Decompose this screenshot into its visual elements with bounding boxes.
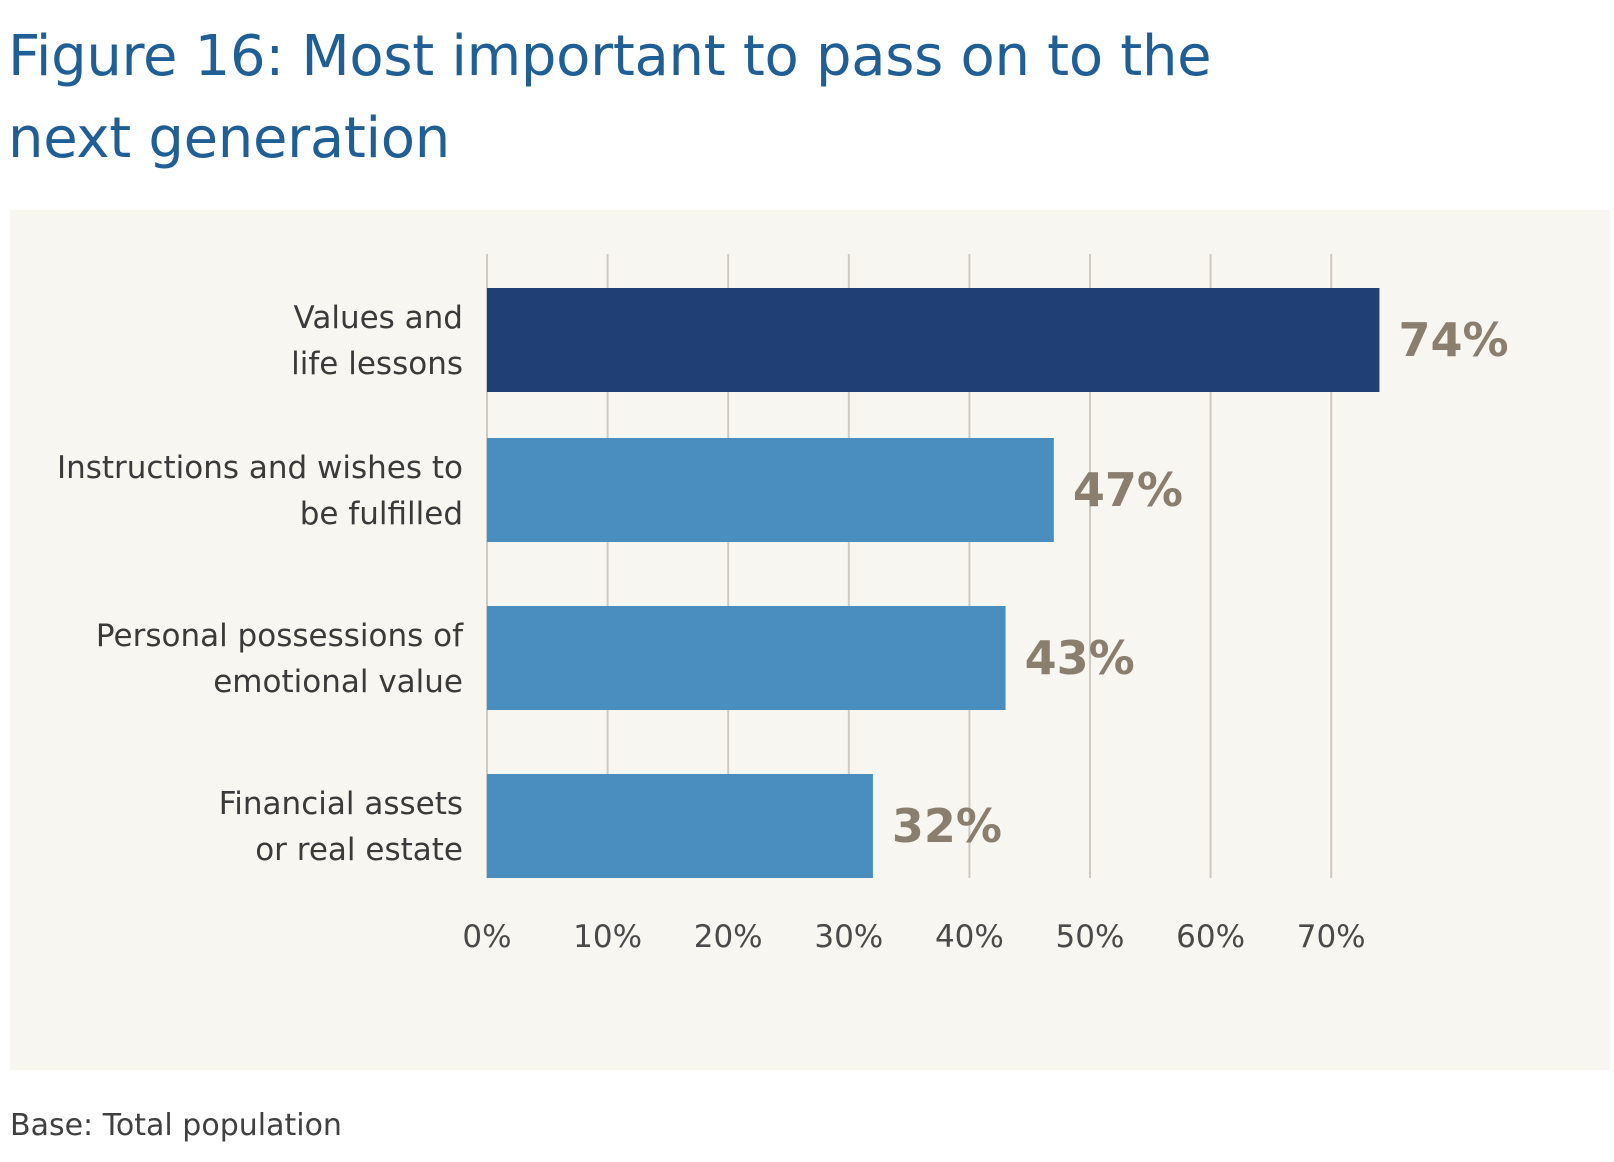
category-label-2-line-2: be fulfilled	[300, 496, 463, 532]
bars	[487, 288, 1380, 878]
bar-4	[487, 774, 873, 878]
x-tick-label-10: 10%	[573, 919, 642, 955]
category-label-1-line-1: Values and	[294, 300, 463, 336]
category-label-4-line-1: Financial assets	[219, 786, 463, 822]
chart-panel: Values and life lessons Instructions and w…	[10, 210, 1610, 1070]
value-label-2: 47%	[1073, 463, 1183, 517]
bar-1	[487, 288, 1380, 392]
bar-2	[487, 438, 1054, 542]
value-label-3: 43%	[1025, 631, 1135, 685]
chart-title-line-1: Figure 16: Most important to pass on to …	[8, 24, 1212, 89]
x-tick-label-70: 70%	[1297, 919, 1366, 955]
value-label-1: 74%	[1398, 313, 1508, 367]
base-footnote: Base: Total population	[10, 1108, 342, 1143]
x-tick-label-40: 40%	[935, 919, 1004, 955]
category-label-4-line-2: or real estate	[255, 832, 463, 868]
chart-title-line-2: next generation	[8, 106, 450, 171]
category-label-2-line-1: Instructions and wishes to	[57, 450, 463, 486]
chart-title: Figure 16: Most important to pass on to …	[8, 16, 1408, 180]
bar-3	[487, 606, 1006, 710]
x-tick-label-30: 30%	[814, 919, 883, 955]
value-label-4: 32%	[892, 799, 1002, 853]
category-label-3-line-2: emotional value	[213, 664, 463, 700]
x-tick-label-0: 0%	[462, 919, 511, 955]
category-labels: Values and life lessons Instructions and w…	[57, 300, 464, 868]
x-axis-tick-labels: 0% 10% 20% 30% 40% 50% 60% 70%	[462, 919, 1365, 955]
bar-chart: Values and life lessons Instructions and w…	[57, 254, 1509, 955]
value-labels: 74% 47% 43% 32%	[892, 313, 1509, 853]
x-tick-label-60: 60%	[1176, 919, 1245, 955]
x-tick-label-50: 50%	[1056, 919, 1125, 955]
x-tick-label-20: 20%	[694, 919, 763, 955]
category-label-1-line-2: life lessons	[291, 346, 463, 382]
category-label-3-line-1: Personal possessions of	[96, 618, 464, 654]
